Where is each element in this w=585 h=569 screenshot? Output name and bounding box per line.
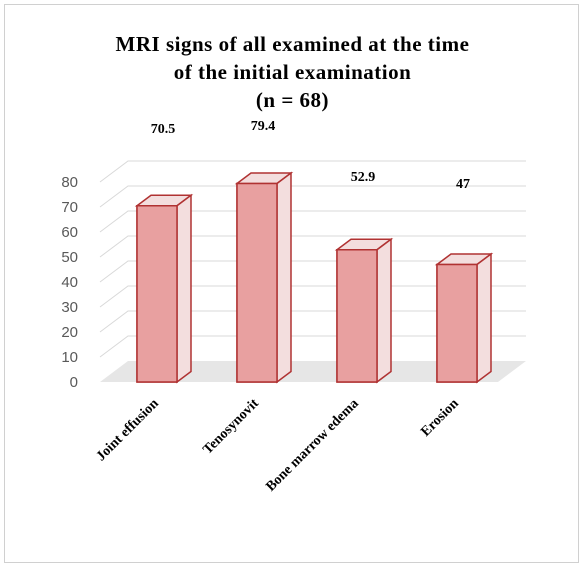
y-tick-label: 70	[61, 199, 78, 216]
x-tick-label: Bone marrow edema	[263, 396, 361, 494]
bar	[436, 263, 478, 383]
chart-floor	[100, 361, 526, 382]
y-tick-label: 80	[61, 174, 78, 191]
data-label: 79.4	[251, 119, 276, 134]
gridline	[99, 185, 526, 208]
bar	[336, 249, 378, 383]
y-tick-label: 0	[70, 374, 78, 391]
bar-side	[176, 193, 192, 384]
chart-title: MRI signs of all examined at the time of…	[0, 30, 585, 114]
x-tick-label: Joint effusion	[94, 396, 162, 464]
gridline	[99, 160, 526, 183]
gridline	[99, 260, 526, 283]
y-tick-label: 20	[61, 324, 78, 341]
gridline	[99, 335, 526, 358]
data-label: 52.9	[351, 170, 376, 185]
chart-title-line-3: (n = 68)	[255, 88, 330, 112]
data-label: 70.5	[151, 122, 176, 137]
chart-title-line-2: of the initial examination	[173, 60, 412, 84]
data-label: 47	[456, 177, 470, 192]
gridline	[99, 310, 526, 333]
gridline	[99, 210, 526, 233]
bar	[236, 182, 278, 383]
gridline	[99, 235, 526, 258]
y-tick-label: 40	[61, 274, 78, 291]
y-tick-label: 60	[61, 224, 78, 241]
gridline	[99, 285, 526, 308]
bar-side	[376, 237, 392, 384]
y-tick-label: 50	[61, 249, 78, 266]
x-tick-label: Erosion	[418, 396, 462, 440]
chart-title-line-1: MRI signs of all examined at the time	[115, 32, 470, 56]
bar	[136, 205, 178, 383]
bar-side	[276, 171, 292, 384]
x-tick-label: Tenosynovit	[200, 396, 262, 458]
y-tick-label: 30	[61, 299, 78, 316]
y-tick-label: 10	[61, 349, 78, 366]
bar-side	[476, 252, 492, 384]
